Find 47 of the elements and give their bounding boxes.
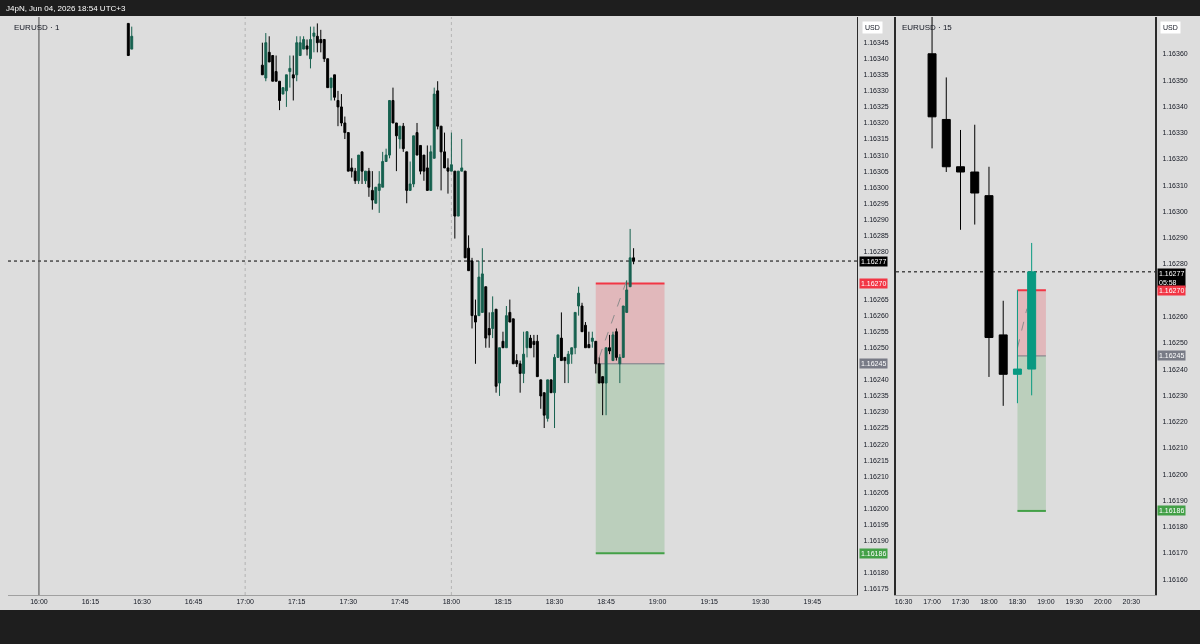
candlestick (291, 55, 295, 101)
candlestick (494, 308, 498, 394)
candlestick (388, 99, 391, 159)
candlestick (970, 124, 980, 226)
candlestick (941, 76, 951, 173)
candlestick (305, 38, 309, 57)
candlestick (315, 22, 319, 53)
candlestick (126, 22, 130, 57)
candlestick (260, 42, 264, 76)
candlestick (1012, 289, 1022, 404)
candlestick (590, 331, 594, 349)
candlestick (491, 295, 495, 339)
candlestick (412, 135, 416, 188)
candlestick (130, 26, 134, 50)
candlestick (614, 327, 618, 362)
candlestick (632, 247, 636, 265)
candlestick (264, 32, 268, 82)
candlestick (1027, 242, 1037, 396)
candlestick (522, 331, 526, 384)
candlestick (604, 347, 608, 416)
candlestick (425, 144, 429, 191)
candlestick (628, 228, 632, 288)
candlestick (360, 151, 364, 185)
candlestick (535, 334, 539, 378)
candlestick (549, 379, 553, 394)
candlestick (357, 154, 361, 185)
candlestick (295, 35, 299, 82)
candlestick (449, 132, 453, 172)
candlestick (998, 300, 1008, 407)
candlestick (566, 350, 570, 384)
candlestick (398, 125, 402, 150)
candlestick (453, 170, 457, 240)
candlestick (504, 305, 508, 349)
candlestick (498, 347, 501, 397)
candlestick (329, 77, 333, 101)
candlestick (546, 379, 550, 423)
candlestick (501, 331, 505, 349)
candlestick (364, 170, 367, 185)
text: EURUSD · 1 (14, 23, 60, 32)
candlestick (484, 286, 488, 349)
candlestick (956, 129, 965, 231)
candlestick (611, 331, 615, 362)
text: J4pN, Jun 04, 2026 18:54 UTC+3 (6, 4, 126, 13)
candlestick (309, 26, 312, 69)
candlestick (608, 334, 611, 355)
candlestick (480, 247, 484, 313)
candlestick (370, 170, 374, 211)
